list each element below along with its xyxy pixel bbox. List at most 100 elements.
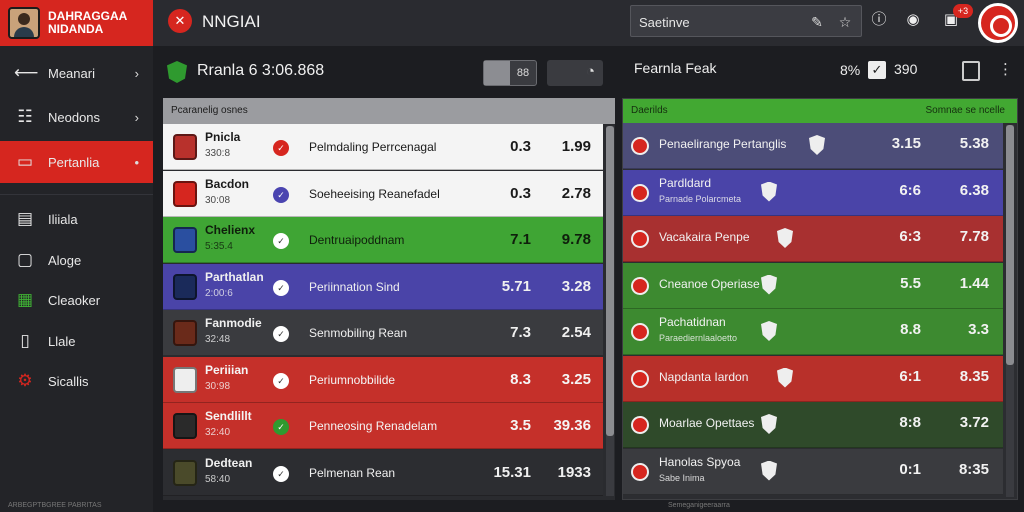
- row-value-1[interactable]: 7.1: [510, 231, 531, 248]
- table-row[interactable]: Hanolas Spyoa Sabe Inima 0:1 8:35: [623, 448, 1003, 495]
- row-value-2[interactable]: 3.72: [959, 414, 989, 431]
- shield-icon[interactable]: [761, 414, 777, 434]
- sidebar-item-iliiala[interactable]: ▤ Iliiala: [0, 198, 153, 240]
- status-dot-icon[interactable]: ✓: [273, 140, 289, 156]
- row-value-2[interactable]: 8.35: [959, 367, 989, 385]
- status-dot-icon[interactable]: ✓: [273, 326, 289, 342]
- status-dot-icon[interactable]: ✓: [273, 419, 289, 435]
- row-value-1[interactable]: 7.3: [510, 324, 531, 341]
- table-row[interactable]: Bacdon 30:08 ✓ Soeheeising Reanefadel 0.3 2.7…: [163, 170, 603, 217]
- scrollbar-thumb[interactable]: [606, 126, 614, 436]
- row-value-1[interactable]: 6:3: [899, 228, 921, 245]
- document-icon[interactable]: [962, 61, 980, 81]
- shield-icon[interactable]: [777, 228, 793, 248]
- table-row[interactable]: Fanmodie 32:48 ✓ Senmobiling Rean 7.3 2.54: [163, 310, 603, 356]
- shield-icon[interactable]: [761, 274, 777, 295]
- star-icon[interactable]: ☆: [838, 14, 852, 30]
- row-description: Pelmenan Rean: [309, 465, 396, 480]
- row-value-2[interactable]: 1.44: [959, 274, 989, 292]
- table-row[interactable]: Penaelirange Pertanglis 3.15 5.38: [623, 123, 1003, 169]
- row-value-1[interactable]: 3.15: [891, 135, 921, 152]
- app-logo-icon[interactable]: ✕: [168, 9, 192, 33]
- row-value-2[interactable]: 1.99: [561, 138, 591, 155]
- row-value-1[interactable]: 6:6: [899, 181, 921, 199]
- sidebar-item-cleaoker[interactable]: ▦ Cleaoker: [0, 279, 153, 321]
- help-icon[interactable]: ⓘ: [871, 11, 887, 28]
- shield-icon[interactable]: [761, 181, 777, 202]
- sidebar-item-aloge[interactable]: ▢ Aloge: [0, 239, 153, 281]
- row-value-2[interactable]: 5.38: [959, 135, 989, 152]
- status-dot-icon[interactable]: ✓: [273, 279, 289, 296]
- row-value-2[interactable]: 7.78: [959, 228, 989, 245]
- row-value-2[interactable]: 9.78: [561, 231, 591, 248]
- grid-icon: ☷: [17, 107, 33, 126]
- row-value-2[interactable]: 3.3: [968, 321, 989, 338]
- row-value-2[interactable]: 1933: [557, 463, 591, 481]
- user-avatar[interactable]: [8, 7, 40, 39]
- sidebar-item-neodons[interactable]: ☷ Neodons ›: [0, 96, 153, 138]
- row-value-1[interactable]: 0.3: [510, 184, 531, 202]
- row-value-1[interactable]: 8:8: [899, 414, 921, 431]
- table-row[interactable]: Pnicla 330:8 ✓ Pelmdaling Perrcenagal 0.3 1.9…: [163, 124, 603, 170]
- right-header-right[interactable]: Somnae se ncelle: [925, 105, 1006, 116]
- status-dot-icon[interactable]: ✓: [273, 186, 289, 203]
- check-icon[interactable]: ✓: [868, 61, 886, 79]
- search-input[interactable]: [639, 12, 799, 32]
- scrollbar-thumb[interactable]: [1006, 125, 1014, 365]
- table-row[interactable]: Dedtean 58:40 ✓ Pelmenan Rean 15.31 1933: [163, 449, 603, 496]
- table-row[interactable]: Pachatidnan Paraediernlaaloetto 8.8 3.3: [623, 309, 1003, 355]
- row-value-2[interactable]: 3.28: [561, 277, 591, 295]
- status-dot-icon[interactable]: ✓: [273, 465, 289, 482]
- table-row[interactable]: Moarlae Opettaes 8:8 3.72: [623, 402, 1003, 448]
- right-scrollbar[interactable]: [1006, 125, 1014, 497]
- shield-icon[interactable]: [761, 321, 777, 341]
- shield-icon[interactable]: [777, 367, 793, 388]
- status-dot-icon[interactable]: ✓: [273, 372, 289, 389]
- row-value-1[interactable]: 3.5: [510, 417, 531, 434]
- shield-icon[interactable]: [761, 460, 777, 481]
- table-row[interactable]: Chelienx 5:35.4 ✓ Dentruaipoddnam 7.1 9.78: [163, 217, 603, 263]
- row-value-2[interactable]: 2.54: [561, 324, 591, 341]
- row-value-1[interactable]: 15.31: [493, 463, 531, 481]
- timer-button[interactable]: [547, 60, 603, 86]
- row-value-1[interactable]: 8.3: [510, 370, 531, 388]
- toggle-option-1[interactable]: [484, 61, 510, 85]
- row-value-1[interactable]: 6:1: [899, 367, 921, 385]
- table-row[interactable]: Parthatlan 2:00:6 ✓ Periinnation Sind 5.71 3.…: [163, 263, 603, 310]
- row-value-1[interactable]: 0:1: [899, 460, 921, 478]
- row-value-2[interactable]: 6.38: [959, 181, 989, 199]
- table-row[interactable]: Sendlillt 32:40 ✓ Penneosing Renadelam 3.5 39…: [163, 403, 603, 449]
- status-dot-icon[interactable]: ✓: [273, 233, 289, 249]
- table-row[interactable]: Cneanoe Operiase 5.5 1.44: [623, 262, 1003, 309]
- row-value-2[interactable]: 3.25: [561, 370, 591, 388]
- row-value-1[interactable]: 5.5: [900, 274, 921, 292]
- tools-icon[interactable]: ✎: [811, 14, 823, 30]
- left-scrollbar[interactable]: [606, 126, 614, 496]
- shield-icon[interactable]: [809, 135, 825, 155]
- brand-block[interactable]: DAHRAGGAA NIDANDA: [0, 0, 153, 46]
- search-box[interactable]: ✎ ☆: [630, 5, 862, 37]
- table-row[interactable]: Pardldard Parnade Polarcmeta 6:6 6.38: [623, 169, 1003, 216]
- info-icon[interactable]: ◉: [906, 11, 920, 28]
- sidebar-item-meanari[interactable]: ⟵ Meanari ›: [0, 52, 153, 94]
- row-value-1[interactable]: 0.3: [510, 138, 531, 155]
- table-row[interactable]: Napdanta Iardon 6:1 8.35: [623, 355, 1003, 402]
- table-row[interactable]: Vacakaira Penpe 6:3 7.78: [623, 216, 1003, 262]
- row-value-1[interactable]: 5.71: [501, 277, 531, 295]
- row-value-2[interactable]: 39.36: [553, 417, 591, 434]
- row-value-1[interactable]: 8.8: [900, 321, 921, 338]
- account-logo-icon[interactable]: [978, 3, 1018, 43]
- row-sub: Paraediernlaaloetto: [659, 333, 738, 343]
- sidebar-item-label: Cleaoker: [48, 292, 101, 308]
- row-name: Bacdon: [205, 176, 250, 191]
- toggle-option-2[interactable]: 88: [516, 67, 530, 79]
- row-value-2[interactable]: 8:35: [958, 460, 989, 478]
- sidebar-item-llale[interactable]: ▯ Llale: [0, 320, 153, 362]
- sidebar-item-sicallis[interactable]: ⚙ Sicallis: [0, 360, 153, 402]
- table-row[interactable]: Periiian 30:98 ✓ Periumnobbilide 8.3 3.25: [163, 356, 603, 403]
- more-options-icon[interactable]: ⋮: [998, 61, 1013, 78]
- row-value-2[interactable]: 2.78: [561, 184, 591, 202]
- sidebar: ⟵ Meanari › ☷ Neodons › ▭ Pertanlia • ▤ …: [0, 46, 153, 512]
- sidebar-item-pertanlia[interactable]: ▭ Pertanlia •: [0, 141, 153, 183]
- view-toggle[interactable]: 88: [483, 60, 537, 86]
